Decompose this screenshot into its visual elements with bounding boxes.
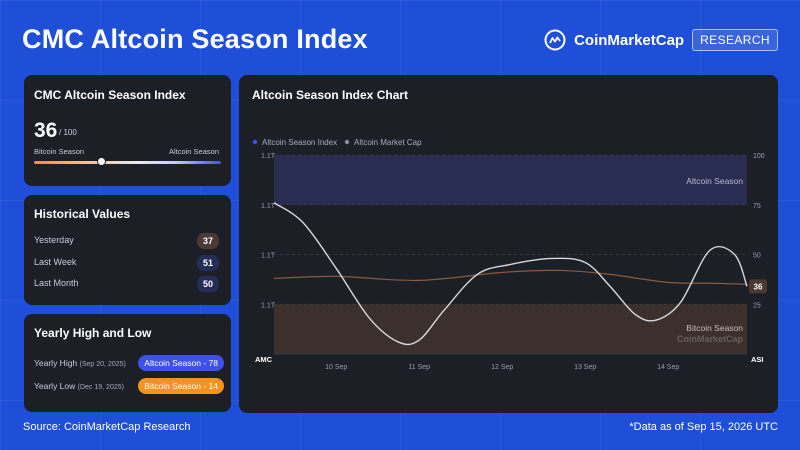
yearly-high-date: (Sep 20, 2025): [79, 361, 126, 368]
yearly-card: Yearly High and Low Yearly High (Sep 20,…: [24, 314, 231, 412]
brand-name: CoinMarketCap: [574, 31, 685, 49]
x-tick-label: 12 Sep: [491, 364, 513, 371]
chart-card: Altcoin Season Index Altcoin Market Cap Al…: [239, 75, 778, 413]
x-tick-label: 14 Sep: [657, 364, 679, 371]
yearly-low-label: Yearly Low (Dec 19, 2025): [34, 381, 124, 391]
historical-card-title: Historical Values: [34, 207, 131, 221]
hist-value-badge: 50: [196, 276, 219, 292]
legend-dot: [252, 139, 258, 145]
left-tick-label: 1.1T: [261, 203, 276, 210]
legend-dot: [344, 139, 350, 145]
hist-row-last-week: Last Week 51: [34, 255, 221, 271]
x-tick-label: 11 Sep: [408, 364, 430, 371]
hist-label: Last Month: [34, 278, 79, 288]
legend-label: Altcoin Season Index: [262, 138, 337, 147]
brand-tag: RESEARCH: [692, 29, 778, 51]
market-cap-line: [273, 269, 748, 285]
current-value-badge: [749, 279, 767, 294]
legend-label: Altcoin Market Cap: [354, 138, 422, 147]
altcoin-season-zone: [274, 155, 747, 205]
right-axis-label: ASI: [751, 355, 764, 364]
altcoin-season-label: Altcoin Season: [168, 147, 219, 156]
yearly-low-date: (Dec 19, 2025): [77, 384, 124, 391]
coinmarketcap-logo-icon: [544, 29, 566, 51]
left-tick-label: 1.1T: [261, 302, 276, 309]
left-axis-label: AMC: [255, 355, 273, 364]
hist-value-badge: 51: [196, 255, 219, 271]
right-tick-label: 50: [753, 253, 761, 260]
altcoin-zone-label: Altcoin Season: [686, 176, 743, 186]
yearly-low-text: Yearly Low: [34, 381, 76, 391]
x-tick-label: 10 Sep: [325, 364, 347, 371]
index-card-title: CMC Altcoin Season Index: [34, 88, 186, 102]
footer-source: Source: CoinMarketCap Research: [23, 421, 191, 433]
index-card: CMC Altcoin Season Index 36 / 100 Bitcoi…: [24, 75, 231, 186]
yearly-high-text: Yearly High: [34, 358, 78, 368]
bitcoin-season-label: Bitcoin Season: [34, 147, 85, 156]
watermark-text: CoinMarketCap: [677, 334, 744, 344]
hist-value-badge: 37: [196, 233, 219, 249]
hist-row-yesterday: Yesterday 37: [34, 233, 221, 249]
page-title: CMC Altcoin Season Index: [22, 24, 368, 54]
historical-card: Historical Values Yesterday 37 Last Week…: [24, 195, 231, 305]
chart-title: Altcoin Season Index Chart: [252, 88, 409, 102]
index-value: 36: [34, 119, 58, 142]
right-tick-label: 75: [753, 203, 761, 210]
yearly-high-row: Yearly High (Sep 20, 2025) Altcoin Seaso…: [34, 355, 224, 371]
bitcoin-zone-label: Bitcoin Season: [686, 323, 743, 333]
hist-label: Last Week: [34, 257, 77, 267]
footer-asof: *Data as of Sep 15, 2026 UTC: [629, 421, 778, 433]
left-tick-label: 1.1T: [261, 253, 276, 260]
x-tick-label: 13 Sep: [574, 364, 596, 371]
yearly-low-row: Yearly Low (Dec 19, 2025) Bitcoin Season…: [34, 378, 224, 394]
hist-row-last-month: Last Month 50: [34, 276, 221, 292]
right-tick-label: 25: [753, 302, 761, 309]
yearly-high-label: Yearly High (Sep 20, 2025): [34, 358, 126, 368]
right-tick-label: 100: [753, 153, 765, 160]
bitcoin-season-zone: [274, 304, 747, 354]
current-value-label: 36: [754, 282, 763, 291]
index-denominator: / 100: [59, 128, 77, 137]
yearly-card-title: Yearly High and Low: [34, 326, 152, 340]
yearly-low-pill: Bitcoin Season - 14: [138, 378, 224, 394]
season-gauge: [34, 161, 221, 164]
altcoin-season-index-line: [273, 202, 748, 346]
chart: Altcoin Season Index Altcoin Market Cap Al…: [252, 138, 767, 371]
brand: CoinMarketCap RESEARCH: [544, 29, 778, 51]
yearly-high-pill: Altcoin Season - 78: [138, 355, 224, 371]
left-tick-label: 1.1T: [261, 153, 276, 160]
hist-label: Yesterday: [34, 235, 74, 245]
gauge-knob: [96, 157, 106, 166]
